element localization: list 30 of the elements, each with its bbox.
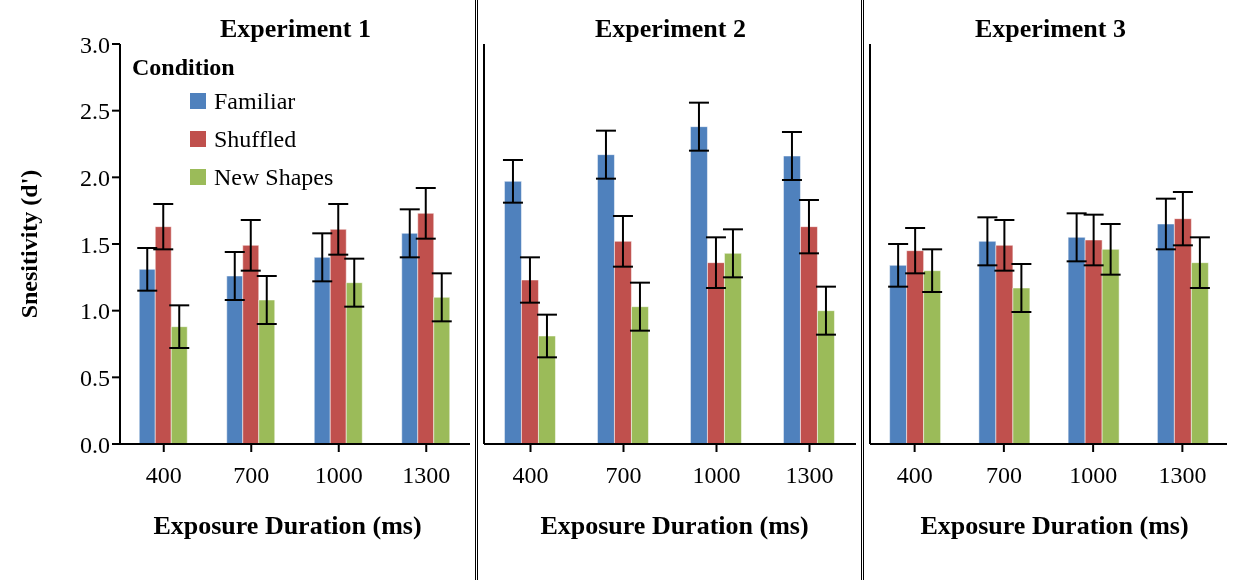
legend-label: Familiar bbox=[214, 87, 296, 116]
chart-title: Experiment 2 bbox=[594, 14, 747, 44]
x-tick-label: 400 bbox=[512, 462, 549, 489]
x-tick-label: 1000 bbox=[1069, 462, 1118, 489]
y-tick-label: 1.0 bbox=[80, 298, 110, 325]
y-tick-label: 0.5 bbox=[80, 364, 110, 391]
x-tick-label: 1300 bbox=[1158, 462, 1207, 489]
y-tick-label: 0.0 bbox=[80, 431, 110, 458]
x-tick-label: 1300 bbox=[785, 462, 834, 489]
x-axis-title: Exposure Duration (ms) bbox=[919, 510, 1190, 542]
x-axis-title: Exposure Duration (ms) bbox=[152, 510, 423, 542]
x-tick-label: 700 bbox=[233, 462, 270, 489]
x-tick-label: 400 bbox=[145, 462, 182, 489]
x-tick-label: 400 bbox=[896, 462, 933, 489]
chart-title: Experiment 1 bbox=[219, 14, 372, 44]
x-tick-label: 1300 bbox=[402, 462, 451, 489]
x-tick-label: 700 bbox=[605, 462, 642, 489]
y-tick-label: 3.0 bbox=[80, 31, 110, 58]
x-axis-title: Exposure Duration (ms) bbox=[539, 510, 810, 542]
legend-label: Shuffled bbox=[214, 125, 297, 154]
y-tick-label: 2.5 bbox=[80, 98, 110, 125]
x-tick-label: 1000 bbox=[692, 462, 741, 489]
chart-title: Experiment 3 bbox=[974, 14, 1127, 44]
y-tick-label: 2.0 bbox=[80, 164, 110, 191]
y-axis-title: Snesitivity (d') bbox=[15, 169, 42, 319]
x-tick-label: 1000 bbox=[314, 462, 363, 489]
legend-title: Condition bbox=[132, 53, 236, 82]
x-tick-label: 700 bbox=[985, 462, 1022, 489]
y-tick-label: 1.5 bbox=[80, 231, 110, 258]
legend-label: New Shapes bbox=[214, 163, 334, 192]
